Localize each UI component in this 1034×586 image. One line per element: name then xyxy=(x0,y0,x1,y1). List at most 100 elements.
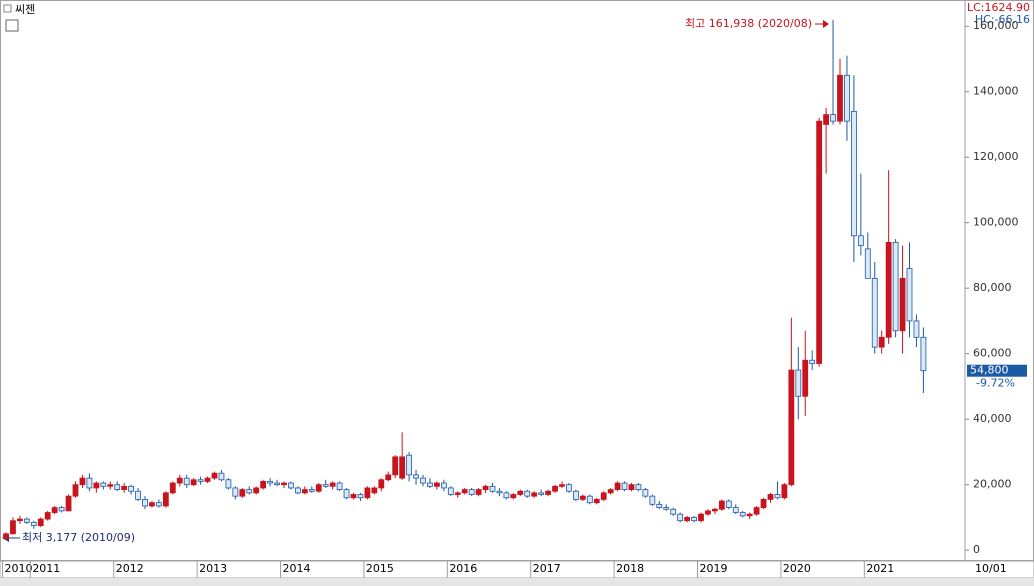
candle-body xyxy=(211,472,218,479)
candle-body xyxy=(427,482,433,487)
candle-body xyxy=(760,499,767,509)
candle-body xyxy=(705,510,711,515)
candle-body xyxy=(885,241,892,338)
x-tick-label: 2013 xyxy=(199,562,227,575)
y-tick-label: 120,000 xyxy=(973,150,1019,163)
candle-body xyxy=(37,518,44,527)
candle-body xyxy=(274,482,280,486)
candle-body xyxy=(712,508,718,512)
candle-body xyxy=(878,336,885,348)
candle-body xyxy=(600,492,607,500)
last-price-box xyxy=(967,364,1027,377)
candle-body xyxy=(906,268,913,322)
candle-body xyxy=(649,495,656,505)
candle-body xyxy=(489,485,496,492)
candle-body xyxy=(357,494,364,499)
candle-body xyxy=(851,110,857,237)
candle-body xyxy=(406,454,413,476)
candle-body xyxy=(656,503,663,509)
candle-body xyxy=(816,120,823,364)
candle-body xyxy=(155,502,162,507)
x-tick-label: 2018 xyxy=(616,562,644,575)
candle-body xyxy=(10,520,16,535)
candle-body xyxy=(51,507,58,513)
candle-body xyxy=(642,489,649,497)
x-tick-label: 2014 xyxy=(283,562,311,575)
candle-body xyxy=(86,477,93,489)
candle-body xyxy=(329,482,336,487)
candle-body xyxy=(371,487,378,494)
candle-body xyxy=(913,320,920,338)
low-annotation: 최저 3,177 (2010/09) xyxy=(22,531,135,544)
candle-body xyxy=(239,489,246,497)
candle-body xyxy=(871,277,878,348)
candle-body xyxy=(218,472,225,481)
candle-body xyxy=(343,489,350,499)
y-tick-label: 160,000 xyxy=(973,19,1019,32)
candle-body xyxy=(684,517,690,522)
candle-body xyxy=(190,479,197,486)
last-price-label: 54,800 xyxy=(970,364,1009,377)
y-tick-label: 100,000 xyxy=(973,216,1019,229)
candle-body xyxy=(559,484,565,487)
candle-body xyxy=(385,474,392,481)
last-change-label: -9.72% xyxy=(976,377,1015,390)
x-tick-label: 2011 xyxy=(32,562,60,575)
candle-body xyxy=(844,74,850,122)
table-icon[interactable] xyxy=(5,19,19,32)
candle-body xyxy=(698,513,704,522)
x-tick-label: 2017 xyxy=(533,562,561,575)
candle-body xyxy=(197,479,204,482)
y-tick-label: 40,000 xyxy=(973,412,1012,425)
candle-body xyxy=(566,484,572,492)
candle-body xyxy=(454,492,461,495)
x-tick-label: 2015 xyxy=(366,562,394,575)
candle-body xyxy=(753,507,760,515)
y-tick-label: 60,000 xyxy=(973,347,1012,360)
candle-body xyxy=(545,490,551,495)
candle-body xyxy=(433,482,440,487)
candle-body xyxy=(795,369,802,397)
candle-body xyxy=(149,502,155,507)
candle-body xyxy=(399,456,406,479)
candle-body xyxy=(350,494,357,499)
candle-body xyxy=(614,482,621,490)
candle-body xyxy=(204,477,211,482)
candle-body xyxy=(128,485,135,492)
candle-body xyxy=(176,477,183,484)
candle-body xyxy=(823,114,829,125)
candle-body xyxy=(447,487,454,495)
candle-body xyxy=(837,74,843,122)
candle-body xyxy=(322,484,329,487)
candle-body xyxy=(44,512,51,520)
candle-body xyxy=(691,517,697,522)
candle-body xyxy=(315,484,322,492)
candle-body xyxy=(308,489,315,492)
candle-body xyxy=(781,484,788,499)
candle-body xyxy=(142,499,148,507)
candle-body xyxy=(809,359,816,364)
checkbox[interactable] xyxy=(3,4,12,13)
candle-body xyxy=(461,489,468,494)
candle-body xyxy=(830,114,836,122)
candle-body xyxy=(79,477,86,486)
candle-body xyxy=(378,479,385,489)
candle-body xyxy=(552,485,558,492)
candle-body xyxy=(579,495,586,500)
candle-body xyxy=(58,507,65,512)
candle-body xyxy=(802,359,809,397)
x-tick-label: 2021 xyxy=(866,562,894,575)
candle-body xyxy=(586,495,593,504)
candle-body xyxy=(573,490,579,500)
candle-body xyxy=(607,489,614,494)
candle-body xyxy=(538,492,545,495)
candle-body xyxy=(732,507,739,513)
candle-body xyxy=(72,484,79,497)
candle-body xyxy=(392,456,399,476)
scrollbar[interactable] xyxy=(0,578,1034,586)
high-arrowhead xyxy=(823,20,829,28)
candle-body xyxy=(100,482,107,487)
candle-body xyxy=(531,492,538,497)
candle-body xyxy=(920,336,927,372)
